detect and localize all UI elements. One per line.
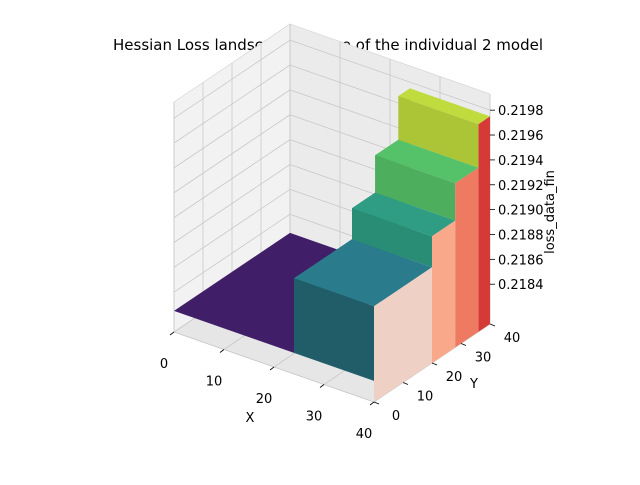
side-face-1 <box>432 220 456 363</box>
x-tick <box>219 349 225 353</box>
surface-step-1 <box>352 192 456 237</box>
grid-line-z-left <box>173 189 291 268</box>
y-tick <box>489 323 496 327</box>
grid-line-z-left <box>173 114 291 194</box>
z-tick-label: 0.2196 <box>498 129 544 144</box>
z-tick-label: 0.2184 <box>498 278 544 293</box>
y-tick <box>431 362 438 366</box>
side-face-2 <box>455 167 479 348</box>
y-axis-label: Y <box>469 377 478 392</box>
z-tick-label: 0.2194 <box>498 154 544 169</box>
z-tick-label: 0.2188 <box>498 228 544 243</box>
surface-step-2 <box>375 139 479 184</box>
x-tick-label: 0 <box>160 357 168 372</box>
x-tick <box>169 331 175 336</box>
x-tick-label: 40 <box>356 427 373 442</box>
y-tick-label: 10 <box>417 390 434 405</box>
y-tick-label: 20 <box>446 370 463 385</box>
grid-line-z-left <box>173 64 291 144</box>
y-tick <box>402 382 409 385</box>
x-tick <box>369 401 375 406</box>
surface-front-rise-2 <box>375 155 456 221</box>
surface-step-3 <box>398 88 490 125</box>
grid-line-z-left <box>173 139 291 218</box>
y-tick-label: 30 <box>475 351 492 366</box>
x-tick <box>319 384 325 388</box>
x-tick-label: 30 <box>306 410 323 425</box>
z-tick-label: 0.2198 <box>498 104 544 119</box>
grid-line-z-left <box>173 39 291 119</box>
surface-step-0 <box>294 239 432 307</box>
x-axis-label: X <box>246 411 255 426</box>
z-axis-label: loss_data_fin <box>543 170 558 254</box>
tick-marks: 0 10 20 30 40 0 10 20 30 40 0.2184 0.2186 0.2188 0.21… <box>160 104 544 442</box>
side-face-3 <box>478 116 490 332</box>
y-tick <box>460 343 467 346</box>
grid-line-z-left <box>173 89 291 169</box>
x-tick <box>269 366 275 371</box>
z-tick-label: 0.2186 <box>498 253 544 268</box>
side-face-0 <box>374 267 432 402</box>
grid-line-z-left <box>173 164 291 243</box>
y-tick <box>373 401 380 405</box>
grid-line-z-left <box>173 213 291 293</box>
z-tick-label: 0.2192 <box>498 179 544 194</box>
x-tick-label: 20 <box>256 392 273 407</box>
surface-front-rise-1 <box>352 208 432 268</box>
surface-front-base <box>294 278 374 381</box>
surface-front-rise-3 <box>398 96 479 168</box>
z-tick-label: 0.2190 <box>498 204 544 219</box>
y-tick-label: 0 <box>392 409 400 424</box>
y-tick-label: 40 <box>504 331 521 346</box>
x-tick-label: 10 <box>206 375 223 390</box>
surface <box>174 88 490 402</box>
grid-line-z-back <box>289 39 491 111</box>
